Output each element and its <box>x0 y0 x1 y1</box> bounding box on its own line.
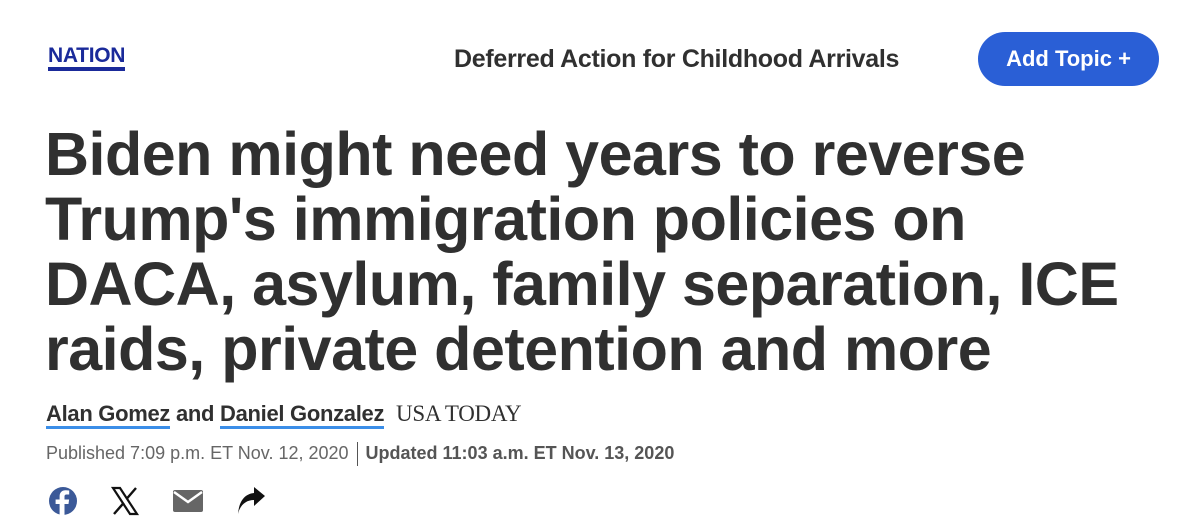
section-link-nation[interactable]: NATION <box>48 45 125 71</box>
article-headline: Biden might need years to reverse Trump'… <box>45 122 1119 382</box>
facebook-icon[interactable] <box>48 486 78 516</box>
published-date: Published 7:09 p.m. ET Nov. 12, 2020 <box>46 442 349 463</box>
x-icon[interactable] <box>110 486 140 516</box>
headline-line: Biden might need years to reverse <box>45 120 1026 188</box>
headline-line: raids, private detention and more <box>45 315 992 383</box>
headline-line: Trump's immigration policies on <box>45 185 966 253</box>
add-topic-button[interactable]: Add Topic + <box>978 32 1159 86</box>
author-link[interactable]: Alan Gomez <box>46 401 170 429</box>
byline: Alan Gomez and Daniel Gonzalez USA TODAY <box>46 401 522 429</box>
divider <box>356 442 358 466</box>
author-joiner: and <box>175 401 215 426</box>
author-link[interactable]: Daniel Gonzalez <box>219 401 385 429</box>
email-icon[interactable] <box>172 488 204 514</box>
updated-date: Updated 11:03 a.m. ET Nov. 13, 2020 <box>365 442 675 463</box>
publication-name: USA TODAY <box>396 401 522 426</box>
share-icon[interactable] <box>236 487 266 515</box>
headline-line: DACA, asylum, family separation, ICE <box>45 250 1119 318</box>
article-dates: Published 7:09 p.m. ET Nov. 12, 2020 Upda… <box>46 442 674 466</box>
share-bar <box>48 486 266 516</box>
topic-label[interactable]: Deferred Action for Childhood Arrivals <box>454 45 900 73</box>
